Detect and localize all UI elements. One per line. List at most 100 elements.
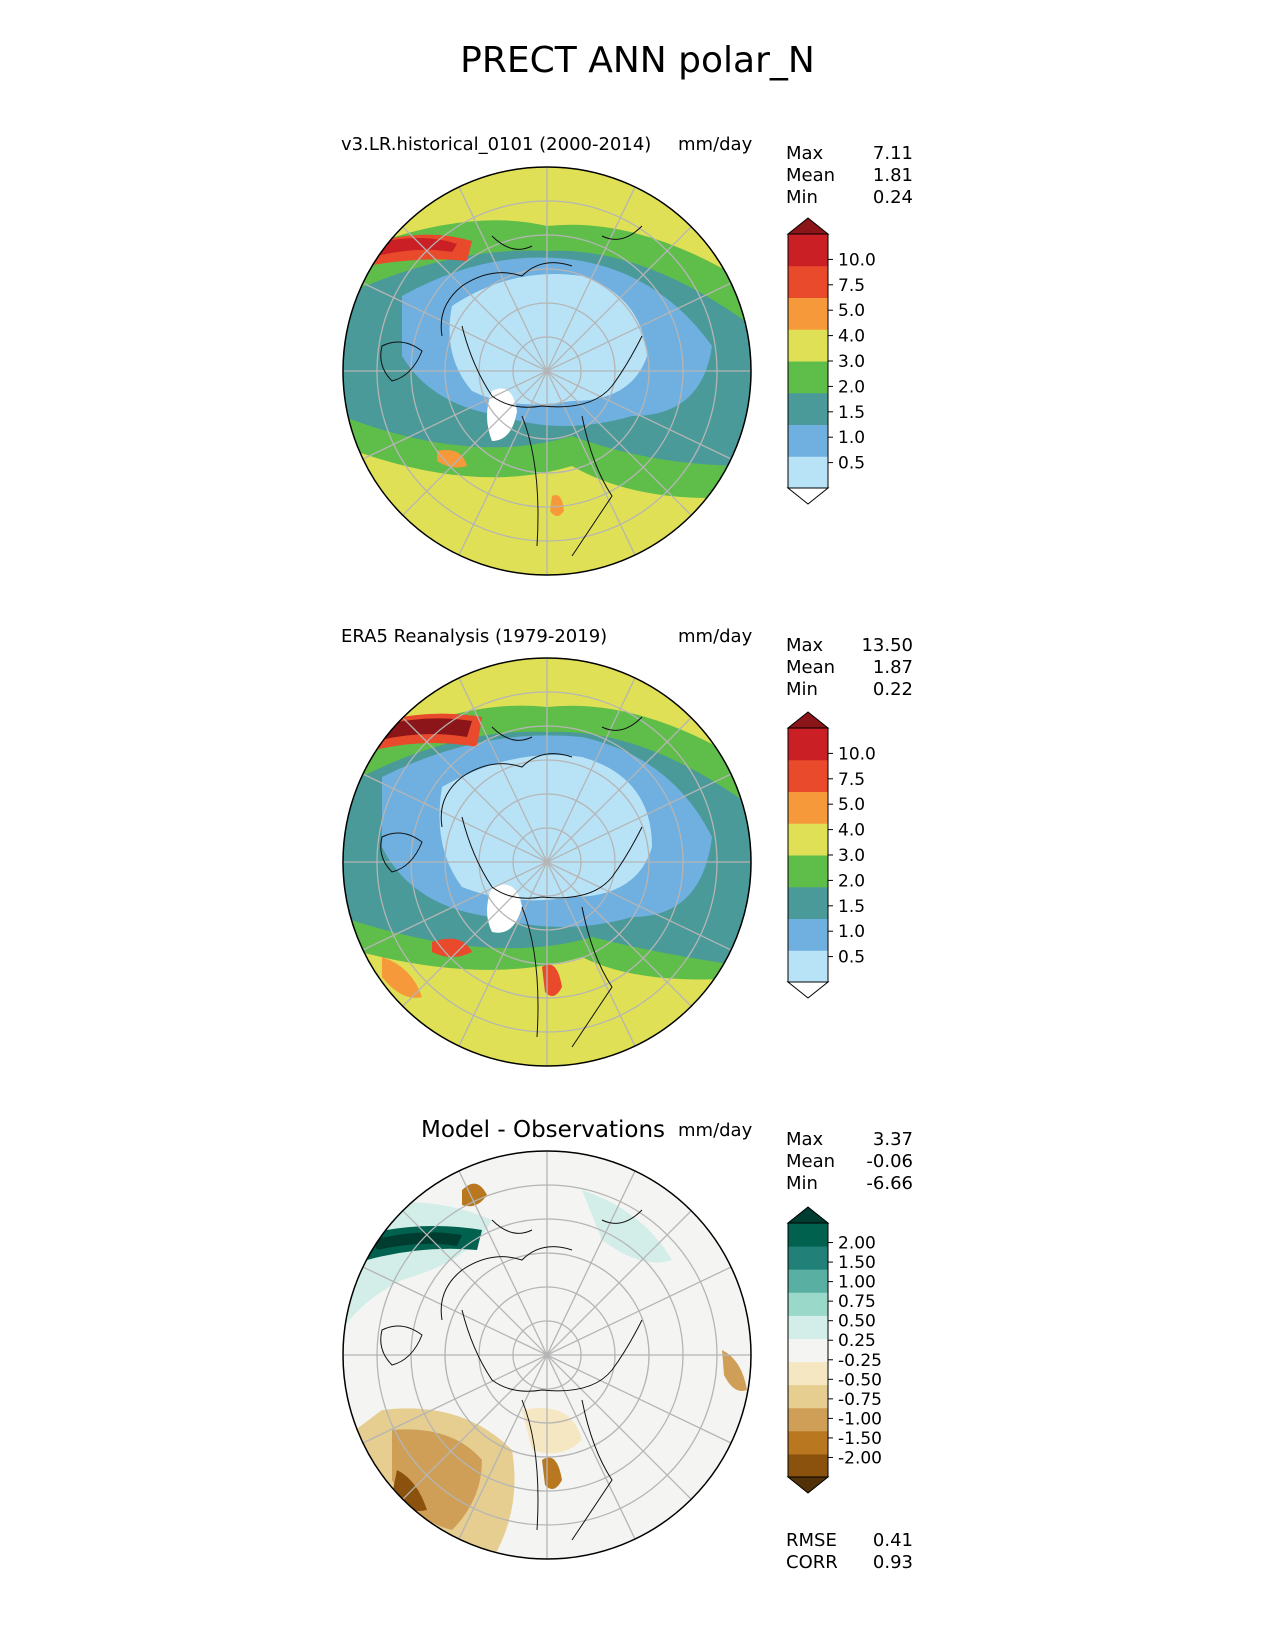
colorbar-ticks: 2.001.501.000.750.500.25-0.25-0.50-0.75-… xyxy=(828,1234,882,1468)
colorbar-tick-label: 0.75 xyxy=(838,1292,876,1312)
panel-3-colorbar: 2.001.501.000.750.500.25-0.25-0.50-0.75-… xyxy=(786,1206,882,1494)
panel-3-stats: Max 3.37 Mean -0.06 Min -6.66 xyxy=(786,1129,913,1195)
stat-value: -6.66 xyxy=(866,1173,913,1194)
colorbar-extend-max xyxy=(786,1206,830,1224)
colorbar-swatch xyxy=(788,886,828,919)
colorbar-tick-label: 1.0 xyxy=(838,428,865,448)
stat-label: Min xyxy=(786,679,818,700)
colorbar-swatch xyxy=(788,1430,828,1455)
stat-value: 7.11 xyxy=(872,143,913,164)
colorbar-ticks: 10.0 7.5 5.0 4.0 3.0 2.0 1.5 1.0 0.5 xyxy=(828,744,876,968)
colorbar-tick-label: -0.25 xyxy=(838,1351,882,1371)
panel-2-stats: Max 13.50 Mean 1.87 Min 0.22 xyxy=(786,635,913,701)
panel-1-title: v3.LR.historical_0101 (2000-2014) xyxy=(341,134,652,155)
colorbar-tick-label: 0.25 xyxy=(838,1331,876,1351)
panel-1-stats: Max 7.11 Mean 1.81 Min 0.24 xyxy=(786,143,913,209)
colorbar-swatch xyxy=(788,1384,828,1409)
colorbar-extend-min xyxy=(786,487,830,505)
colorbar-swatch xyxy=(788,950,828,983)
colorbar-swatch xyxy=(788,392,828,425)
colorbar-swatch xyxy=(788,1407,828,1432)
colorbar-swatch xyxy=(788,297,828,330)
panel-3-metrics: RMSE 0.41 CORR 0.93 xyxy=(786,1530,913,1574)
colorbar-tick-label: 0.50 xyxy=(838,1312,876,1332)
colorbar-swatch xyxy=(788,1292,828,1316)
colorbar-tick-label: 1.00 xyxy=(838,1273,876,1293)
colorbar-swatch xyxy=(788,728,828,761)
colorbar-frame xyxy=(787,1222,829,1478)
stat-label: Mean xyxy=(786,657,836,678)
colorbar-tick-label: -0.75 xyxy=(838,1390,882,1410)
colorbar-tick-label: 0.5 xyxy=(838,454,865,474)
colorbar-tick-label: 1.5 xyxy=(838,403,865,423)
colorbar-tick-label: 4.0 xyxy=(838,327,865,347)
colorbar-ticks: 10.0 7.5 5.0 4.0 3.0 2.0 1.5 1.0 0.5 xyxy=(828,250,876,474)
colorbar-swatch xyxy=(788,265,828,298)
stat-value: 1.81 xyxy=(872,165,913,186)
stat-label: Mean xyxy=(786,1151,836,1172)
figure-title: PRECT ANN polar_N xyxy=(460,40,815,81)
stat-label: Max xyxy=(786,635,824,656)
stat-value: 13.50 xyxy=(861,635,913,656)
metric-label: RMSE xyxy=(786,1530,837,1551)
colorbar-swatch xyxy=(788,855,828,888)
colorbar-tick-label: 7.5 xyxy=(838,770,865,790)
panel-2-units: mm/day xyxy=(678,626,753,647)
colorbar-extend-min xyxy=(786,1476,830,1494)
colorbar-swatches xyxy=(786,711,830,999)
stat-label: Min xyxy=(786,1173,818,1194)
colorbar-tick-label: 5.0 xyxy=(838,795,865,815)
stat-value: 0.24 xyxy=(872,187,913,208)
stat-label: Mean xyxy=(786,165,836,186)
colorbar-tick-label: 7.5 xyxy=(838,276,865,296)
stat-label: Max xyxy=(786,1129,824,1150)
colorbar-tick-label: 2.0 xyxy=(838,871,865,891)
stat-value: 1.87 xyxy=(872,657,913,678)
colorbar-swatch xyxy=(788,759,828,792)
colorbar-swatches xyxy=(786,217,830,505)
panel-3-polar-map xyxy=(342,1150,752,1560)
colorbar-tick-label: 2.00 xyxy=(838,1234,876,1254)
colorbar-tick-label: -1.00 xyxy=(838,1409,882,1429)
colorbar-swatch xyxy=(788,1315,828,1339)
stat-label: Min xyxy=(786,187,818,208)
colorbar-tick-label: 1.0 xyxy=(838,922,865,942)
colorbar-tick-label: 4.0 xyxy=(838,821,865,841)
colorbar-tick-label: 3.0 xyxy=(838,846,865,866)
panel-1-units: mm/day xyxy=(678,134,753,155)
panel-2-title: ERA5 Reanalysis (1979-2019) xyxy=(341,626,608,647)
stat-value: -0.06 xyxy=(866,1151,913,1172)
stat-label: Max xyxy=(786,143,824,164)
stat-value: 3.37 xyxy=(872,1129,913,1150)
colorbar-extend-max xyxy=(786,711,830,729)
colorbar-swatch xyxy=(788,234,828,267)
colorbar-swatch xyxy=(788,456,828,489)
panel-3-title: Model - Observations xyxy=(421,1117,666,1143)
colorbar-tick-label: 10.0 xyxy=(838,250,876,270)
colorbar-swatch xyxy=(788,918,828,951)
colorbar-swatch xyxy=(788,1338,828,1363)
colorbar-tick-label: 3.0 xyxy=(838,352,865,372)
stat-value: 0.22 xyxy=(872,679,913,700)
metric-value: 0.41 xyxy=(872,1530,913,1551)
colorbar-tick-label: 1.50 xyxy=(838,1253,876,1273)
colorbar-swatch xyxy=(788,1453,828,1478)
panel-1-polar-map xyxy=(342,166,752,576)
colorbar-swatch xyxy=(788,1361,828,1386)
colorbar-tick-label: 2.0 xyxy=(838,377,865,397)
colorbar-swatch xyxy=(788,823,828,856)
colorbar-tick-label: 5.0 xyxy=(838,301,865,321)
colorbar-tick-label: 0.5 xyxy=(838,948,865,968)
colorbar-swatch xyxy=(788,361,828,394)
panel-1-colorbar: 10.0 7.5 5.0 4.0 3.0 2.0 1.5 1.0 0.5 xyxy=(786,217,876,505)
metric-label: CORR xyxy=(786,1552,838,1573)
colorbar-swatch xyxy=(788,424,828,457)
colorbar-swatch xyxy=(788,1223,828,1247)
colorbar-swatches xyxy=(786,1206,830,1494)
metric-value: 0.93 xyxy=(872,1552,913,1573)
colorbar-swatch xyxy=(788,329,828,362)
panel-2-colorbar: 10.0 7.5 5.0 4.0 3.0 2.0 1.5 1.0 0.5 xyxy=(786,711,876,999)
colorbar-swatch xyxy=(788,1269,828,1293)
colorbar-tick-label: 10.0 xyxy=(838,744,876,764)
colorbar-tick-label: 1.5 xyxy=(838,897,865,917)
